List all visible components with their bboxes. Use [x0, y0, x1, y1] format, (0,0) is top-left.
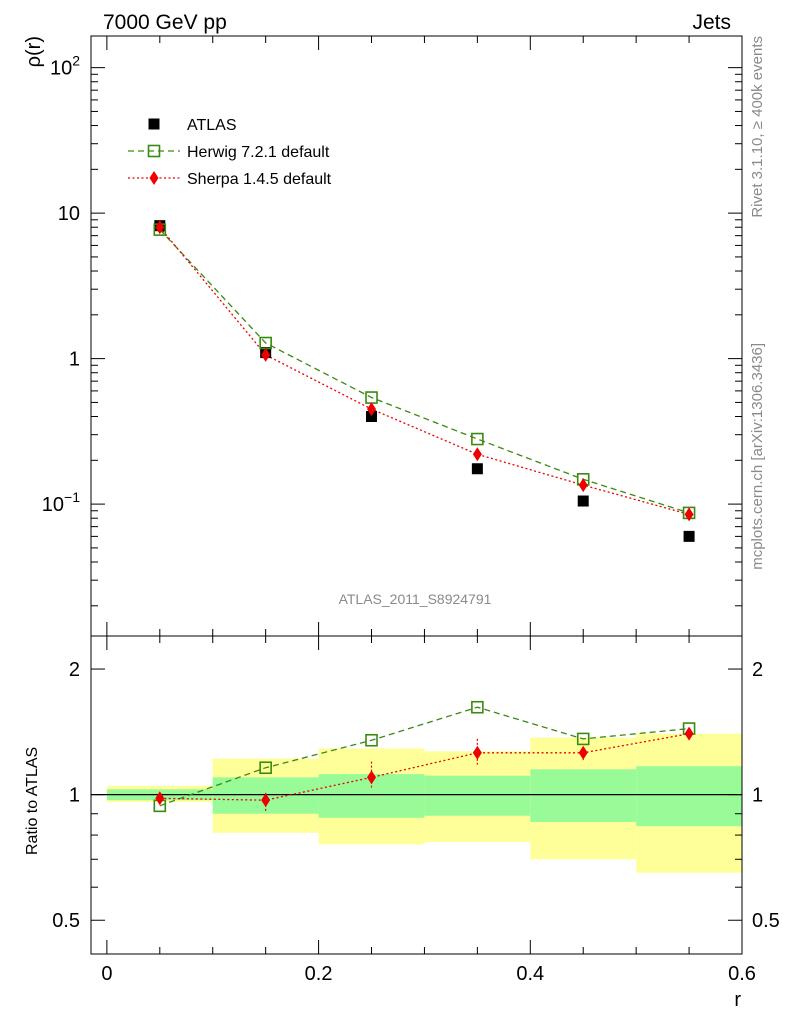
- ratio-xtick-label-0: 0: [101, 963, 112, 985]
- main-point-series-2-1: [261, 347, 271, 362]
- main-point-series-0-2: [366, 411, 378, 423]
- main-line-series-1: [159, 229, 690, 514]
- ratio-point-series-0-2: [365, 733, 378, 747]
- ratio-stat-band-3: [424, 775, 531, 816]
- energy-label: 7000 GeV pp: [103, 11, 227, 34]
- ratio-y-axis-label: Ratio to ATLAS: [24, 747, 41, 855]
- ratio-series-markers: [153, 700, 696, 813]
- ratio-point-series-1-1: [261, 793, 271, 808]
- ratio-point-series-1-2: [367, 770, 377, 785]
- legend: ATLAS Herwig 7.2.1 default Sherpa 1.4.5 de…: [128, 117, 332, 188]
- main-ytick-label-2: 1: [69, 349, 80, 371]
- legend-marker-1: [147, 144, 161, 158]
- ratio-ytick-label-left-1: 1: [69, 785, 80, 807]
- ratio-xtick-label-3: 0.6: [728, 963, 756, 985]
- ratio-ytick-label-left-2: 0.5: [52, 910, 80, 932]
- main-ytick-label-1: 10: [58, 203, 80, 225]
- legend-label-2: Sherpa 1.4.5 default: [187, 171, 332, 188]
- main-point-series-2-0: [155, 220, 165, 235]
- legend-marker-2: [149, 171, 159, 185]
- main-point-series-2-5: [684, 507, 694, 522]
- ratio-axis-ticks: [91, 636, 743, 954]
- legend-label-1: Herwig 7.2.1 default: [187, 144, 330, 161]
- main-line-series-2: [159, 226, 690, 516]
- ratio-ytick-label-right-2: 0.5: [752, 910, 780, 932]
- main-panel: 102 10 1 10−1 ρ(r) ATLAS_2011_S8924791 ATLA…: [23, 35, 743, 637]
- main-point-series-0-4: [577, 495, 589, 507]
- ratio-ytick-label-right-1: 1: [752, 785, 763, 807]
- main-y-axis-label: ρ(r): [23, 36, 45, 67]
- process-label: Jets: [692, 11, 731, 34]
- ratio-point-series-1-5: [684, 726, 694, 741]
- main-axis-ticks: [91, 36, 743, 636]
- ratio-line-series-0: [159, 706, 690, 807]
- main-series-markers: [153, 220, 696, 542]
- legend-marker-0: [148, 118, 160, 130]
- ratio-point-series-0-3: [471, 700, 484, 714]
- ratio-panel: 2 2 1 1 0.5 0.5 0 0.2 0.4 0.6 Ratio to ATLAS r: [24, 635, 780, 1011]
- ratio-y-tick-labels: 2 2 1 1 0.5 0.5: [52, 659, 780, 932]
- ratio-uncertainty-bands: [106, 733, 742, 873]
- rivet-label: Rivet 3.1.10, ≥ 400k events: [749, 36, 766, 218]
- ratio-line-series-1: [159, 733, 690, 801]
- ratio-ytick-label-left-0: 2: [69, 659, 80, 681]
- ratio-x-tick-labels: 0 0.2 0.4 0.6: [101, 963, 756, 985]
- mcplots-label: mcplots.cern.ch [arXiv:1306.3436]: [749, 343, 766, 570]
- ratio-stat-band-5: [636, 766, 742, 827]
- x-axis-label: r: [734, 989, 741, 1011]
- ratio-point-series-1-3: [472, 745, 482, 760]
- ratio-point-series-0-4: [576, 732, 590, 746]
- main-point-series-1-3: [471, 432, 484, 446]
- ratio-stat-band-4: [530, 769, 637, 822]
- main-ytick-label-0: 102: [50, 53, 80, 80]
- legend-label-0: ATLAS: [187, 117, 237, 134]
- ratio-point-series-0-1: [259, 761, 272, 775]
- ratio-xtick-label-2: 0.4: [516, 963, 544, 985]
- main-point-series-0-3: [471, 463, 483, 475]
- main-point-series-2-3: [472, 447, 482, 462]
- main-point-series-0-5: [683, 530, 695, 542]
- main-ytick-label-3: 10−1: [42, 489, 80, 516]
- main-point-series-2-4: [578, 478, 588, 493]
- analysis-id: ATLAS_2011_S8924791: [339, 591, 492, 607]
- ratio-point-series-1-0: [155, 791, 165, 806]
- ratio-xtick-label-1: 0.2: [305, 963, 333, 985]
- ratio-ytick-label-right-0: 2: [752, 659, 763, 681]
- main-y-tick-labels: 102 10 1 10−1: [42, 53, 80, 516]
- main-series-lines: [159, 226, 690, 516]
- main-point-series-2-2: [367, 402, 377, 417]
- ratio-point-series-1-4: [578, 745, 588, 760]
